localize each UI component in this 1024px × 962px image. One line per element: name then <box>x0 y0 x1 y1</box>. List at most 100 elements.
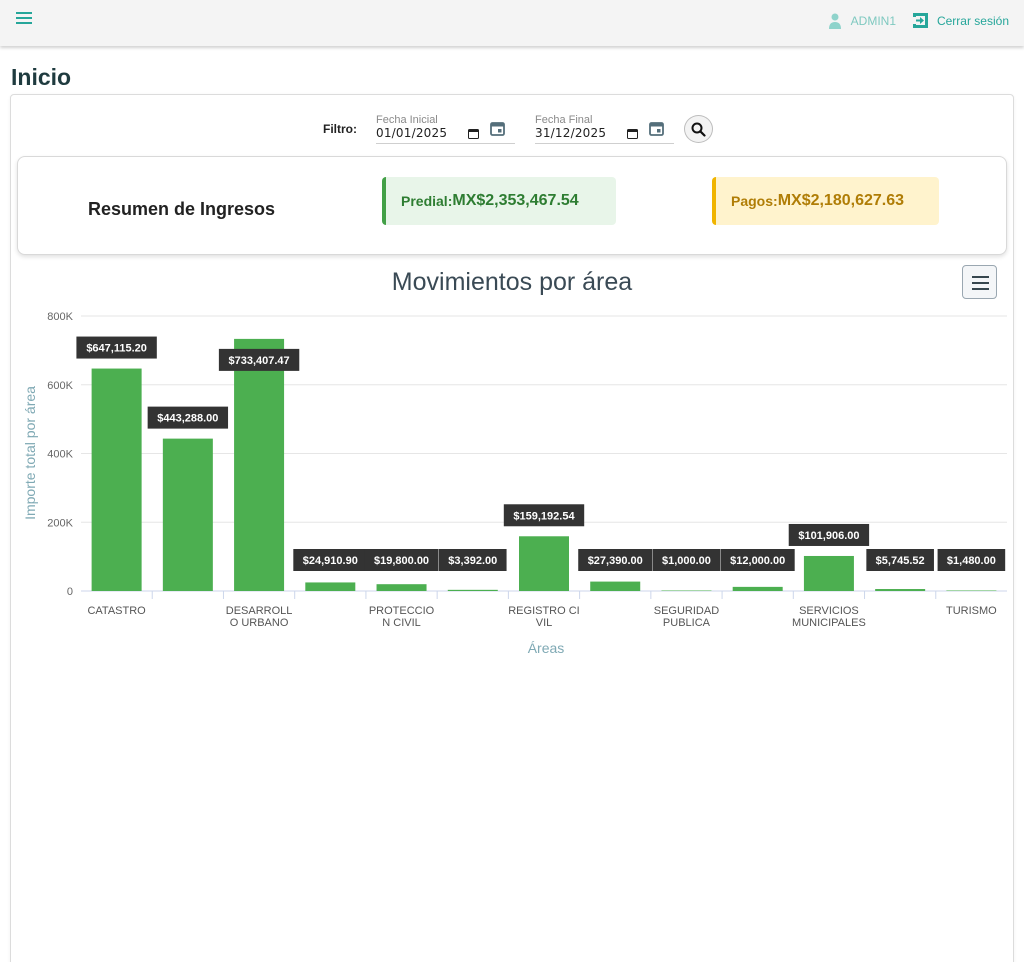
x-category-label: PROTECCIO <box>369 605 435 617</box>
x-category-label: CATASTRO <box>87 605 146 617</box>
predial-badge: Predial: MX$2,353,467.54 <box>382 177 616 225</box>
x-category-label: N CIVIL <box>382 617 421 629</box>
x-category-label: O URBANO <box>230 617 289 629</box>
summary-title: Resumen de Ingresos <box>88 199 276 219</box>
y-tick-label: 400K <box>47 449 73 461</box>
predial-label: Predial: <box>401 193 453 209</box>
user-name: ADMIN1 <box>850 14 896 28</box>
chart-bar[interactable] <box>376 584 427 591</box>
data-label-text: $27,390.00 <box>588 555 643 567</box>
chart-bar[interactable] <box>661 590 712 592</box>
pagos-badge: Pagos: MX$2,180,627.63 <box>712 177 939 225</box>
data-label: $27,390.00 <box>578 549 653 571</box>
data-label: $19,800.00 <box>364 549 439 571</box>
data-label-text: $733,407.47 <box>228 355 289 367</box>
chart-bar[interactable] <box>519 536 569 591</box>
data-label: $733,407.47 <box>218 348 300 371</box>
data-label-text: $19,800.00 <box>374 555 429 567</box>
end-date-field[interactable]: Fecha Final 31/12/2025 <box>535 114 674 144</box>
data-label-text: $24,910.90 <box>303 555 358 567</box>
income-summary: Resumen de Ingresos Predial: MX$2,353,467… <box>17 156 1007 255</box>
chart-y-axis-label: Importe total por área <box>22 386 38 520</box>
chart-bar[interactable] <box>875 589 926 591</box>
data-label: $3,392.00 <box>438 549 507 571</box>
hamburger-menu-icon[interactable] <box>14 10 34 28</box>
search-button[interactable] <box>684 115 713 143</box>
x-category-label: DESARROLL <box>226 605 293 617</box>
data-label-box <box>364 549 439 571</box>
y-tick-label: 0 <box>67 586 73 598</box>
x-category-label: SEGURIDAD <box>654 605 719 617</box>
user-info: ADMIN1 <box>828 13 896 29</box>
date-picker-icon[interactable] <box>627 128 638 139</box>
data-label-box <box>293 549 368 571</box>
search-icon <box>691 122 706 137</box>
data-label-box <box>866 549 934 571</box>
chart-bar[interactable] <box>91 368 142 591</box>
end-date-value[interactable]: 31/12/2025 <box>535 126 607 140</box>
data-label-text: $12,000.00 <box>730 555 785 567</box>
data-label-box <box>937 549 1006 571</box>
data-label-box <box>788 523 870 546</box>
top-navbar: ADMIN1 Cerrar sesión <box>0 0 1024 46</box>
data-label-box <box>218 348 300 371</box>
data-label-text: $1,480.00 <box>947 555 996 567</box>
data-label: $5,745.52 <box>866 549 934 571</box>
data-label-text: $1,000.00 <box>662 555 711 567</box>
dashboard-card: Filtro: Fecha Inicial 01/01/2025 Fecha F… <box>10 94 1014 962</box>
start-date-field[interactable]: Fecha Inicial 01/01/2025 <box>376 114 515 144</box>
data-label-box <box>652 549 721 571</box>
pagos-value: MX$2,180,627.63 <box>777 192 905 209</box>
logout-icon <box>912 13 928 28</box>
movements-bar-chart: Movimientos por área Importe total por á… <box>22 268 1007 656</box>
data-label-text: $3,392.00 <box>448 555 497 567</box>
y-tick-label: 200K <box>47 517 73 529</box>
data-label-text: $5,745.52 <box>876 555 925 567</box>
chart-bar[interactable] <box>803 555 854 591</box>
data-label: $101,906.00 <box>788 523 870 546</box>
chart-bar[interactable] <box>732 586 783 591</box>
data-label: $443,288.00 <box>147 406 229 429</box>
date-picker-icon[interactable] <box>468 128 479 139</box>
x-category-label: TURISMO <box>946 605 997 617</box>
data-label: $12,000.00 <box>720 549 795 571</box>
chart-bar[interactable] <box>234 338 285 591</box>
chart-bar[interactable] <box>590 581 641 591</box>
start-date-value[interactable]: 01/01/2025 <box>376 126 448 140</box>
calendar-icon[interactable] <box>649 121 664 136</box>
data-label-text: $159,192.54 <box>513 510 575 522</box>
chart-menu-button[interactable] <box>962 265 997 299</box>
logout-button[interactable]: Cerrar sesión <box>912 12 1009 29</box>
data-label-box <box>578 549 653 571</box>
data-label: $24,910.90 <box>293 549 368 571</box>
predial-value: MX$2,353,467.54 <box>452 192 579 209</box>
data-label-text: $647,115.20 <box>86 343 147 355</box>
user-icon <box>828 13 841 29</box>
data-label: $647,115.20 <box>76 336 157 359</box>
filter-label: Filtro: <box>323 122 357 136</box>
chart-bar[interactable] <box>162 438 213 591</box>
calendar-icon[interactable] <box>490 121 505 136</box>
data-label: $1,000.00 <box>652 549 721 571</box>
chart-bar[interactable] <box>946 590 997 591</box>
data-label-box <box>720 549 795 571</box>
start-date-label: Fecha Inicial <box>376 114 438 126</box>
x-category-label: VIL <box>536 617 553 629</box>
data-label: $159,192.54 <box>503 504 585 527</box>
pagos-label: Pagos: <box>731 193 778 209</box>
x-category-label: MUNICIPALES <box>792 617 866 629</box>
data-label-text: $443,288.00 <box>157 413 218 425</box>
chart-bar[interactable] <box>447 589 498 591</box>
end-date-label: Fecha Final <box>535 114 593 126</box>
data-label-box <box>438 549 507 571</box>
x-category-label: SERVICIOS <box>799 605 859 617</box>
x-category-label: REGISTRO CI <box>508 605 580 617</box>
chart-x-axis-label: Áreas <box>528 640 565 656</box>
data-label-box <box>147 406 229 429</box>
chart-bar[interactable] <box>305 582 356 591</box>
data-label: $1,480.00 <box>937 549 1006 571</box>
data-label-text: $101,906.00 <box>798 530 859 542</box>
x-category-label: PUBLICA <box>663 617 711 629</box>
y-tick-label: 800K <box>47 311 73 323</box>
logout-label: Cerrar sesión <box>936 13 1009 28</box>
